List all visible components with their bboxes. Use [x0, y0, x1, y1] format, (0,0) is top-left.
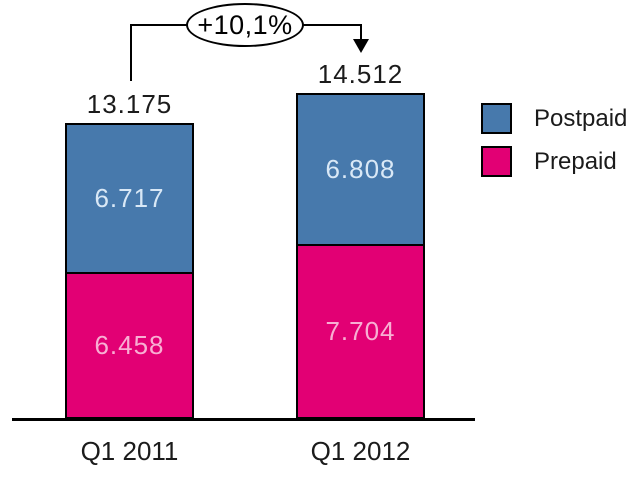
legend-label-prepaid: Prepaid [534, 147, 617, 175]
legend-item-postpaid: Postpaid [481, 103, 627, 134]
bar-q1-2011: 13.175 6.717 6.458 [65, 90, 194, 419]
growth-label: +10,1% [197, 9, 293, 40]
value-label: 6.458 [94, 330, 165, 360]
segment-postpaid-q1-2011: 6.717 [65, 123, 194, 274]
category-label-q1-2012: Q1 2012 [310, 436, 411, 466]
value-label: 7.704 [325, 316, 396, 346]
legend-swatch-prepaid [481, 146, 512, 177]
growth-badge: +10,1% [186, 3, 304, 47]
x-axis-line [12, 418, 475, 421]
category-label-q1-2011: Q1 2011 [80, 436, 179, 466]
value-label: 6.717 [94, 183, 165, 213]
growth-connector-right [360, 24, 362, 40]
total-label-q1-2012: 14.512 [317, 59, 404, 89]
segment-prepaid-q1-2011: 6.458 [65, 274, 194, 419]
arrow-down-icon [353, 39, 369, 53]
total-label-q1-2011: 13.175 [86, 89, 173, 119]
segment-prepaid-q1-2012: 7.704 [296, 246, 425, 419]
legend-label-postpaid: Postpaid [534, 104, 628, 132]
value-label: 6.808 [325, 154, 396, 184]
growth-connector-left [130, 24, 132, 81]
bar-q1-2012: 14.512 6.808 7.704 [296, 60, 425, 419]
legend-item-prepaid: Prepaid [481, 146, 627, 177]
segment-postpaid-q1-2012: 6.808 [296, 93, 425, 246]
legend: Postpaid Prepaid [481, 103, 627, 177]
legend-swatch-postpaid [481, 103, 512, 134]
